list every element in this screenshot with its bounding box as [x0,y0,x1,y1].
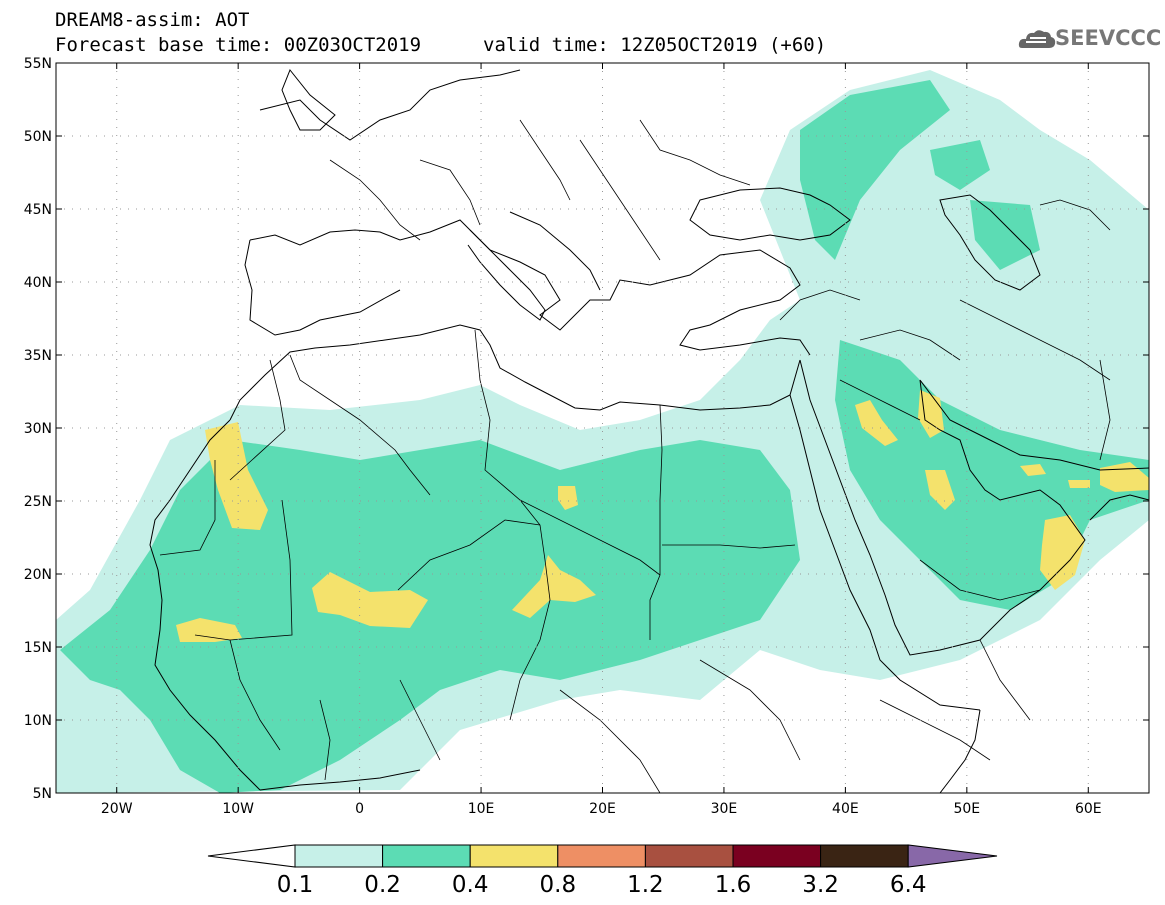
valid-time: valid time: 12Z05OCT2019 (+60) [483,34,827,56]
coastline-red-sea-east [799,359,1086,656]
colorbar-label: 6.4 [889,872,927,898]
coastline-caspian-sea [939,194,1041,291]
coastline-red-sea-west [789,394,981,711]
lon-tick-label: 50E [953,801,980,817]
coastline-atlantic-iberia [244,239,401,336]
lat-tick-label: 40N [24,275,52,291]
aot-band-yellow-1 [205,422,268,530]
lon-tick-label: 10E [468,801,495,817]
coastline-gulf-guinea [259,769,421,791]
seevccc-logo-text: SEEVCCC [1055,26,1162,50]
colorbar-segment [820,844,909,868]
aot-band-yellow-12 [1068,480,1090,488]
country-borders [159,119,1111,793]
lat-tick-label: 10N [24,713,52,729]
colorbar-label: 0.8 [539,872,577,898]
aot-band-yellow-4 [176,618,242,642]
axis-tick-marks [56,62,1149,794]
lat-tick-label: 50N [24,129,52,145]
coastline-adriatic [509,211,601,291]
lat-tick-label: 15N [24,640,52,656]
coastline-horn-africa [939,709,981,793]
lat-tick-label: 5N [33,786,52,802]
cloud-logo-icon [1018,30,1056,48]
lon-tick-label: 20E [589,801,616,817]
colorbar-segment [732,844,822,868]
aot-band-green-caspiansouth [970,200,1040,270]
lon-tick-label: 30E [711,801,738,817]
longitude-tick-labels: 20W 10W 0 10E 20E 30E 40E 50E 60E [101,801,1102,817]
forecast-base-time: Forecast base time: 00Z03OCT2019 [55,34,422,56]
colorbar-segment [557,844,646,868]
lon-tick-label: 0 [355,801,364,817]
aot-band-yellow-8 [925,470,955,510]
gridlines [56,63,1149,793]
aot-band-yellow-5 [558,486,578,510]
aot-band-yellow-7 [918,390,944,438]
colorbar-label: 0.1 [276,872,314,898]
aot-band-yellow-11 [1020,464,1046,476]
aot-band-green-iran [930,140,990,190]
latitude-tick-labels: 55N 50N 45N 40N 35N 30N 25N 20N 15N 10N 5N [24,56,52,802]
colorbar-label: 0.4 [451,872,489,898]
colorbar-segment [294,844,384,868]
lon-tick-label: 20W [101,801,133,817]
map-frame [55,62,1150,794]
colorbar-segment [382,844,471,868]
colorbar-segment [469,844,559,868]
coastline-nw-europe [259,69,521,141]
coastline-arabian-sea [1089,494,1149,521]
coastline-africa-north [229,324,801,421]
coastline-italy [467,229,546,321]
colorbar-label: 3.2 [802,872,839,898]
lat-tick-label: 25N [24,494,52,510]
coastline-black-sea [689,187,851,241]
colorbar-segment [644,844,734,868]
colorbar [207,844,998,868]
aot-band-yellow-9 [1040,515,1085,590]
colorbar-low-arrow [207,844,296,868]
aot-band-yellow-2 [312,572,428,628]
coastline-africa-west [149,419,261,791]
coastline-persian-gulf [919,379,1149,471]
colorbar-label: 1.2 [627,872,664,898]
aot-band-yellow-3 [512,555,596,618]
coastlines-borders [149,69,1149,793]
lon-tick-label: 40E [832,801,859,817]
map-title: DREAM8-assim: AOT [55,9,250,31]
colorbar-high-arrow [907,844,998,868]
lat-tick-label: 30N [24,421,52,437]
coastline-europe [249,219,811,356]
lon-tick-label: 10W [222,801,254,817]
aot-band-yellow-6 [855,400,898,446]
aot-band-green-caspian [800,80,950,260]
lat-tick-label: 35N [24,348,52,364]
lat-tick-label: 45N [24,202,52,218]
colorbar-label: 0.2 [364,872,401,898]
lat-tick-label: 55N [24,56,52,72]
lon-tick-label: 60E [1075,801,1102,817]
colorbar-label: 1.6 [714,872,752,898]
coastline-uk [281,69,336,131]
lat-tick-label: 20N [24,567,52,583]
